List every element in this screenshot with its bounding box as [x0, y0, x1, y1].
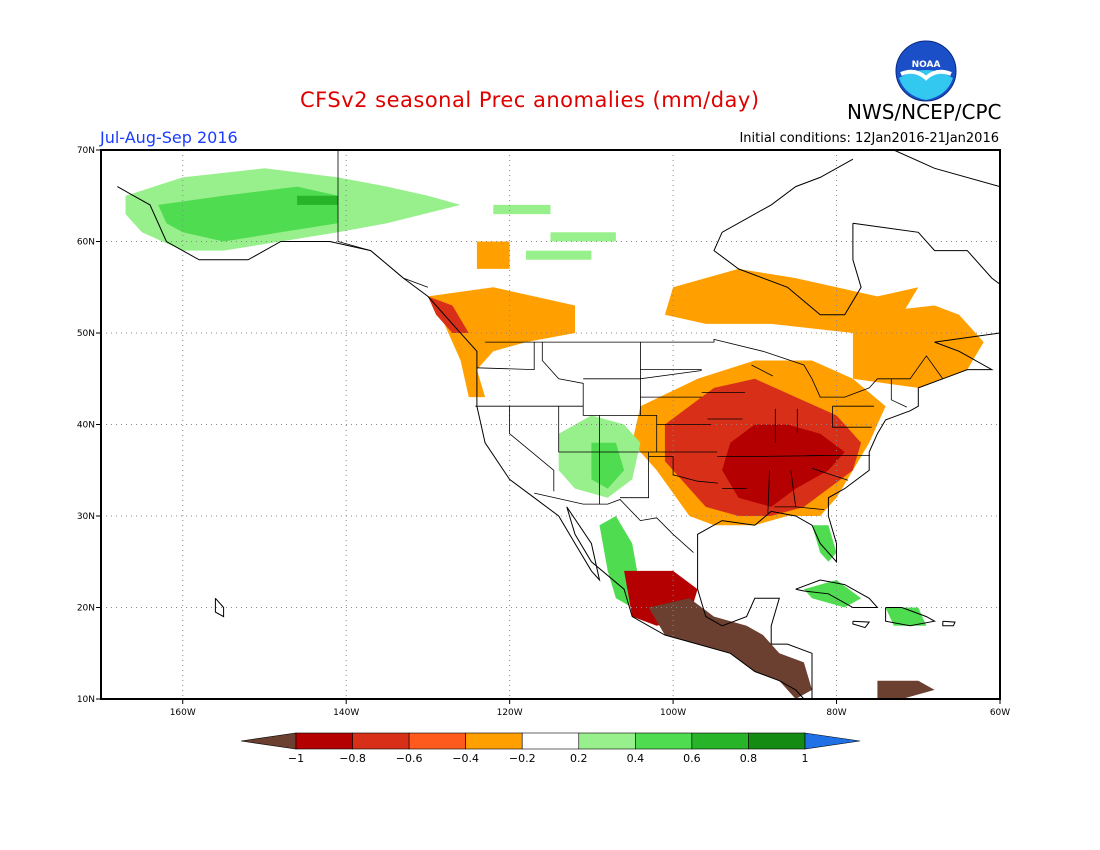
logo-text: NOAA [912, 60, 941, 70]
lon-tick-label: 80W [826, 708, 846, 718]
colorbar-swatch [635, 732, 693, 750]
season-label: Jul-Aug-Sep 2016 [100, 128, 238, 147]
region-canada-wet-3 [526, 250, 592, 260]
colorbar-swatch [465, 732, 523, 750]
coast-hudson-bay [713, 158, 862, 316]
colorbar-label: −0.6 [396, 752, 423, 765]
initial-conditions-label: Initial conditions: 12Jan2016-21Jan2016 [739, 131, 999, 146]
colorbar-label: 1 [802, 752, 809, 765]
lat-tick-label: 30N [77, 512, 95, 522]
colorbar-swatch [521, 732, 580, 750]
border-state-wy [583, 378, 641, 416]
coast-hispaniola [885, 607, 937, 627]
border-state-wa-or [476, 342, 535, 371]
coast-cuba [795, 579, 879, 608]
border-state-id-mt [541, 342, 584, 407]
coast-gulf-coast [697, 222, 1000, 699]
longitude-ticks: 160W 140W 120W 100W 80W 60W [170, 699, 1010, 718]
region-caribbean-brown [877, 680, 935, 699]
colorbar-swatch [408, 732, 466, 750]
colorbar-label: 0.8 [740, 752, 758, 765]
border-us-canada [485, 338, 944, 398]
region-hispaniola-wet [885, 607, 927, 626]
region-canada-wet-2 [550, 232, 616, 242]
coast-north-america-coast [117, 186, 805, 699]
colorbar-label: 0.4 [627, 752, 645, 765]
coast-hawaii-1 [214, 597, 225, 618]
lon-tick-label: 140W [333, 708, 359, 718]
lon-tick-label: 160W [170, 708, 196, 718]
border-state-ut-az [558, 406, 600, 453]
lat-tick-label: 70N [77, 146, 95, 156]
border-alaska-canada [337, 150, 429, 288]
coast-newfoundland [1008, 319, 1057, 365]
region-pnw-coast-red [427, 296, 469, 333]
region-bc-interior-dry [476, 241, 510, 269]
border-state-mt-dakotas [640, 342, 702, 380]
latitude-ticks: 10N 20N 30N 40N 50N 60N 70N [77, 146, 101, 705]
lat-tick-label: 10N [77, 695, 95, 705]
agency-label: NWS/NCEP/CPC [847, 100, 1002, 124]
region-alaska-wet-core [158, 186, 338, 242]
border-state-ok-tx [648, 456, 719, 484]
colorbar-label: −0.2 [509, 752, 536, 765]
colorbar-label: 0.6 [683, 752, 701, 765]
colorbar-label: −0.4 [452, 752, 479, 765]
lon-tick-label: 60W [990, 708, 1010, 718]
border-state-pa-oh [832, 406, 872, 428]
border-state-ca-nv [509, 406, 555, 492]
border-state-nc-sc [811, 468, 849, 481]
political-borders [337, 150, 944, 553]
lat-tick-label: 50N [77, 329, 95, 339]
colorbar-max-arrow [804, 732, 861, 750]
colorbar-swatch [352, 732, 410, 750]
noaa-logo: NOAA [895, 40, 957, 102]
region-quebec-dry [852, 305, 984, 388]
coastlines [117, 150, 1057, 699]
lat-tick-label: 40N [77, 421, 95, 431]
chart-title: CFSv2 seasonal Prec anomalies (mm/day) [300, 88, 760, 112]
lon-tick-label: 100W [660, 708, 686, 718]
border-state-ms-al [767, 470, 770, 514]
lat-tick-label: 20N [77, 604, 95, 614]
colorbar-label: 0.2 [570, 752, 588, 765]
region-mexico-brown [648, 598, 812, 699]
colorbar-swatch [295, 732, 353, 750]
colorbar-swatch [748, 732, 806, 750]
coast-puerto-rico [942, 620, 956, 627]
region-canada-wet-1 [493, 204, 551, 215]
region-cuba-wet [803, 580, 862, 608]
colorbar-min-arrow [240, 732, 297, 750]
anomaly-regions [125, 168, 984, 699]
coast-greenland [893, 150, 1000, 188]
region-east-us-darkred [722, 424, 845, 507]
coast-jamaica [852, 620, 871, 629]
border-state-nm-tx [620, 452, 649, 499]
border-state-ga-fl [795, 506, 825, 510]
lon-tick-label: 120W [497, 708, 523, 718]
lat-tick-label: 60N [77, 238, 95, 248]
border-state-ny-vt [890, 378, 907, 408]
colorbar-swatch [691, 732, 749, 750]
colorbar-label: −1 [288, 752, 304, 765]
colorbar: −1 −0.8 −0.6 −0.4 −0.2 0.2 0.4 0.6 0.8 1 [240, 732, 861, 765]
colorbar-swatch [578, 732, 636, 750]
region-florida-wet [812, 525, 837, 562]
colorbar-label: −0.8 [339, 752, 366, 765]
region-alaska-wet-dark [297, 195, 338, 205]
border-state-wi-mi [751, 364, 773, 377]
border-state-co [599, 414, 658, 453]
border-us-mexico [534, 492, 694, 553]
